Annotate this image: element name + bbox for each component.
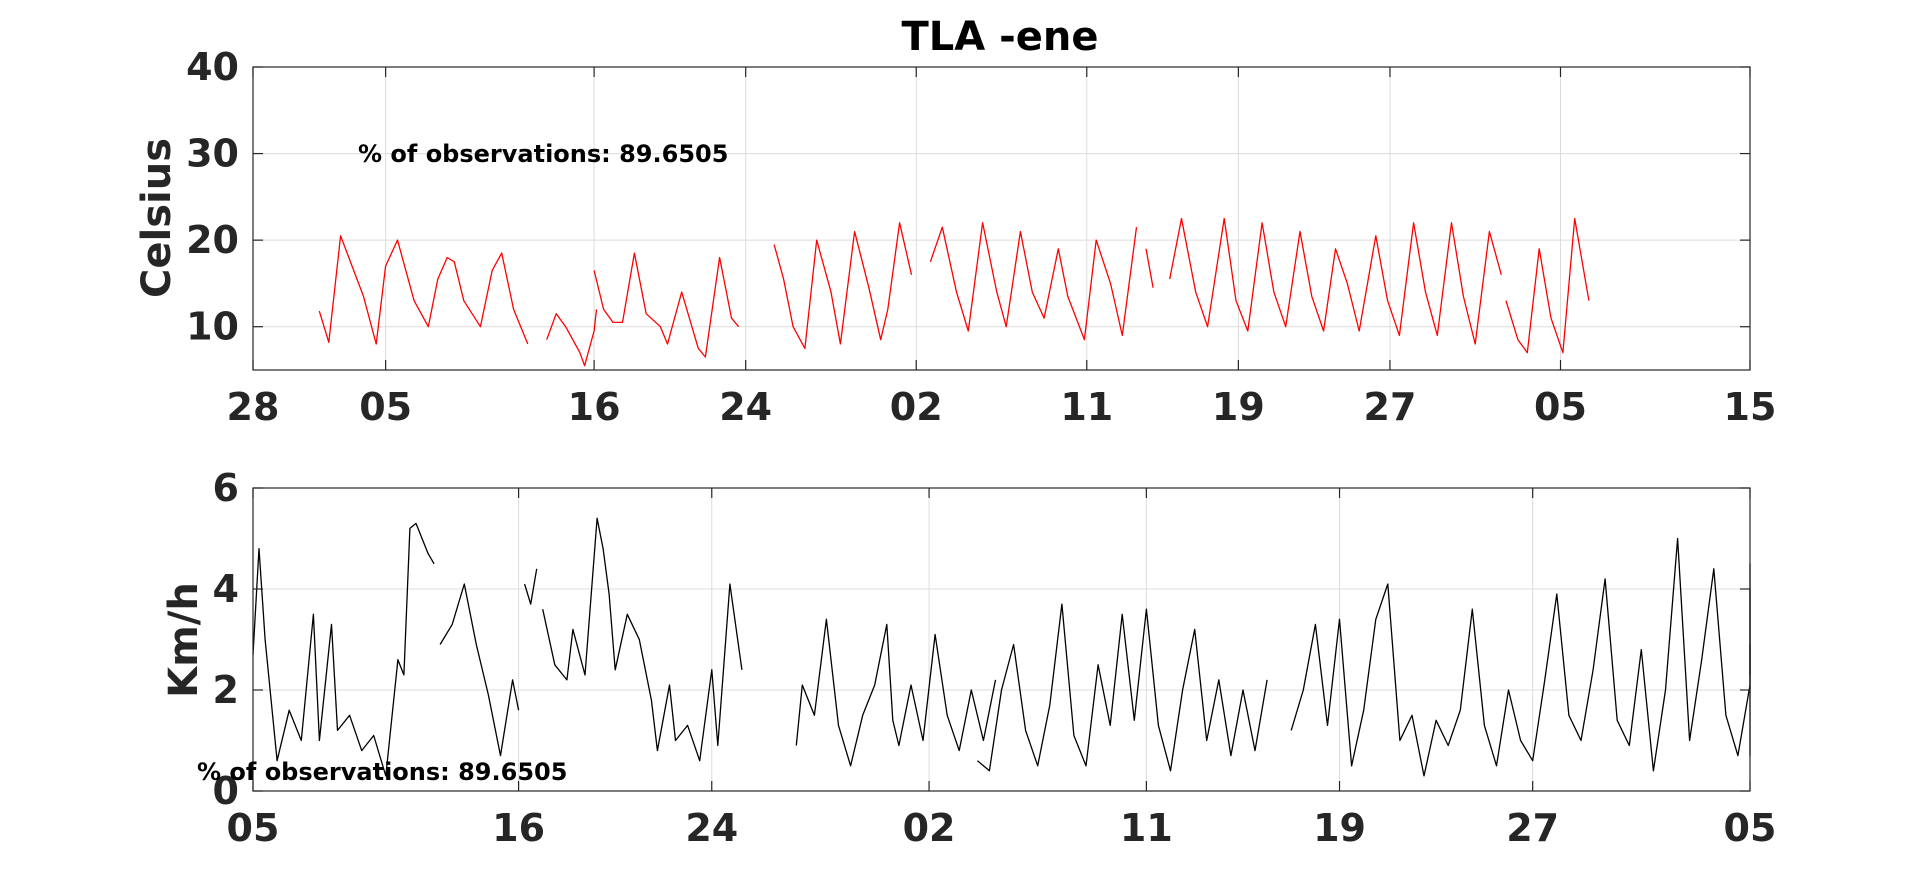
temperature-x-tick-label: 02 <box>890 385 943 429</box>
temperature-x-tick-label: 11 <box>1060 385 1113 429</box>
wind-speed-series-segment-4 <box>795 618 997 767</box>
temperature-x-tick-label: 24 <box>719 385 772 429</box>
temperature-series-segment-4 <box>929 222 1138 341</box>
temperature-series-segment-2 <box>593 252 740 358</box>
temperature-x-tick-label: 05 <box>359 385 412 429</box>
wind-speed-series-segment-2 <box>523 568 538 605</box>
wind-speed-x-tick-label: 24 <box>685 806 738 850</box>
temperature-y-tick-label: 30 <box>186 132 239 176</box>
temperature-series-segment-7 <box>1505 217 1590 354</box>
wind-speed-x-tick-label: 05 <box>1724 806 1777 850</box>
temperature-series-segment-6 <box>1169 217 1502 345</box>
temperature-series-segment-5 <box>1145 248 1154 288</box>
wind-speed-series-segment-3 <box>542 517 743 762</box>
temperature-x-tick-label: 28 <box>227 385 280 429</box>
wind-speed-y-tick-label: 6 <box>213 466 239 510</box>
wind-speed-y-tick-label: 4 <box>213 567 239 611</box>
temperature-y-axis-label: Celsius <box>134 138 180 298</box>
temperature-observations-annotation: % of observations: 89.6505 <box>358 140 728 168</box>
wind-speed-x-tick-label: 05 <box>227 806 280 850</box>
wind-speed-x-tick-label: 11 <box>1120 806 1173 850</box>
wind-speed-x-tick-label: 16 <box>492 806 545 850</box>
wind-speed-x-tick-label: 02 <box>903 806 956 850</box>
chart-title: TLA -ene <box>902 14 1099 60</box>
temperature-y-tick-label: 40 <box>186 45 239 89</box>
wind-speed-series-segment-0 <box>252 522 435 777</box>
wind-speed-y-tick-label: 0 <box>213 769 239 813</box>
temperature-series-segment-0 <box>318 235 529 345</box>
wind-speed-y-axis-label: Km/h <box>161 582 207 698</box>
wind-speed-series-segment-1 <box>439 583 520 757</box>
wind-speed-y-tick-label: 2 <box>213 668 239 712</box>
temperature-y-tick-label: 20 <box>186 218 239 262</box>
temperature-x-tick-label: 19 <box>1212 385 1265 429</box>
temperature-x-tick-label: 15 <box>1724 385 1777 429</box>
temperature-series-segment-3 <box>773 222 913 350</box>
temperature-x-tick-label: 16 <box>568 385 621 429</box>
wind-speed-series-segment-5 <box>976 603 1268 772</box>
temperature-y-tick-label: 10 <box>186 305 239 349</box>
wind-speed-x-tick-label: 19 <box>1313 806 1366 850</box>
temperature-panel: 28 05 16 24 02 11 19 27 05 15 10 20 30 40 Celsius % o… <box>134 45 1776 429</box>
temperature-series-segment-1 <box>546 309 598 367</box>
temperature-axes-box <box>252 66 1751 371</box>
wind-speed-x-tick-label: 27 <box>1506 806 1559 850</box>
temperature-x-tick-label: 05 <box>1534 385 1587 429</box>
wind-speed-series-segment-6 <box>1290 537 1751 777</box>
wind-speed-axes-box <box>252 487 1751 792</box>
wind-speed-observations-annotation: % of observations: 89.6505 <box>197 758 567 786</box>
temperature-x-tick-label: 27 <box>1364 385 1417 429</box>
